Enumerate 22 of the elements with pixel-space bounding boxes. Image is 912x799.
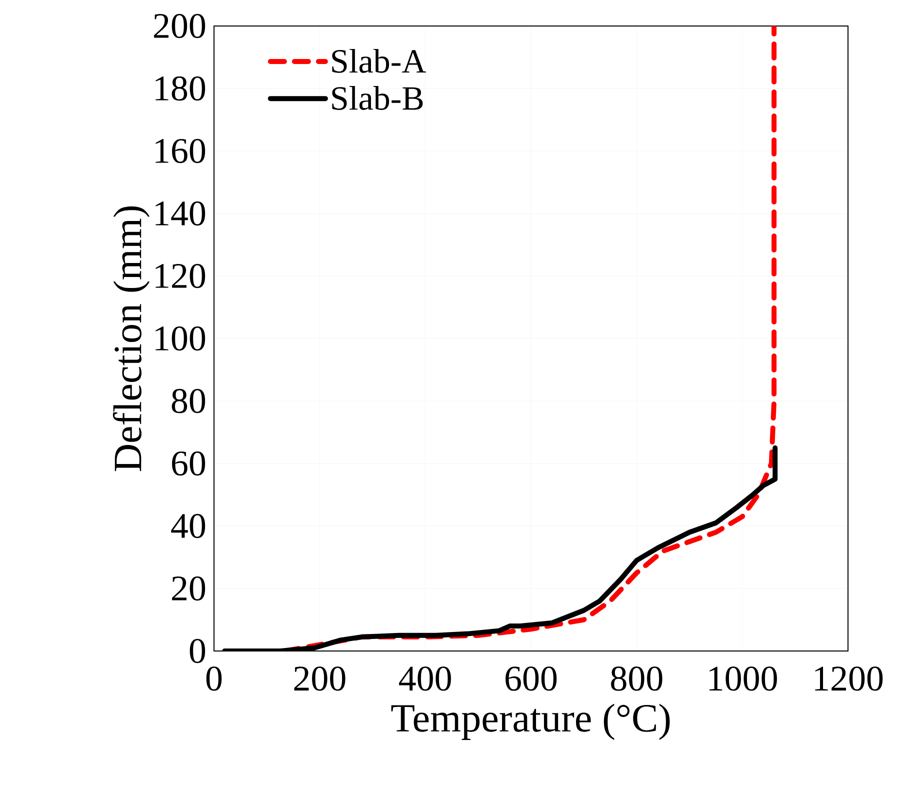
x-tick-label: 200 [294,666,346,691]
y-tick-label: 160 [156,138,206,164]
y-tick-label: 20 [172,576,206,601]
x-tick-label: 600 [506,666,557,691]
x-axis-title: Temperature (°C) [391,704,670,740]
y-tick-label: 140 [156,201,206,226]
legend-label: Slab-B [332,86,423,110]
y-tick-label: 40 [171,514,206,538]
y-tick-label: 80 [172,388,206,414]
y-tick-label: 0 [190,638,206,664]
y-tick-label: 200 [154,14,206,38]
y-tick-label: 120 [156,264,206,288]
y-axis-title: Deflection (mm) [112,206,150,472]
y-tick-label: 180 [156,76,206,101]
x-tick-label: 800 [611,666,662,691]
y-tick-label: 100 [156,326,206,351]
x-tick-label: 400 [399,666,451,691]
y-tick-label: 60 [172,451,206,476]
x-tick-label: 1200 [815,666,883,691]
x-tick-label: 1000 [710,666,777,691]
x-tick-label: 0 [206,666,222,691]
legend-label: Slab-A [332,48,426,73]
